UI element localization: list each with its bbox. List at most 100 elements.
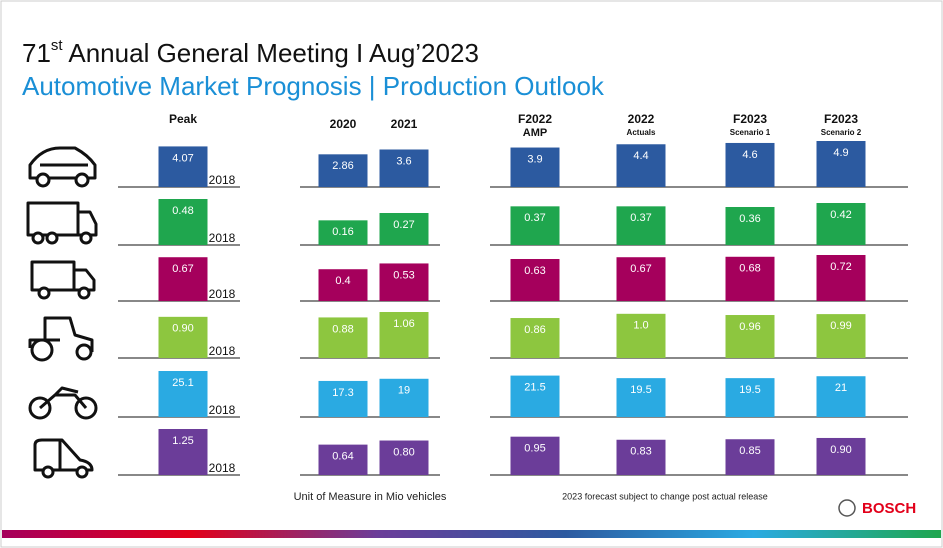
value-tile [318,220,368,245]
column-header: 2020 [330,117,357,131]
column-header: F2023 [733,112,767,126]
value-label: 0.4 [335,275,350,287]
subtitle: Automotive Market Prognosis | Production… [22,71,605,101]
value-label: 0.72 [830,261,851,273]
car-icon [28,146,97,180]
value-label: 1.0 [633,320,648,332]
value-tile [510,259,560,301]
value-tile [725,142,775,187]
value-tile [510,318,560,358]
value-tile [725,315,775,358]
value-tile [318,154,368,187]
value-label: 0.48 [172,205,193,217]
forecast-note: 2023 forecast subject to change post act… [562,491,768,501]
value-label: 4.9 [833,147,848,159]
title: 71st Annual General Meeting I Aug’2023 [22,37,479,68]
peak-year: 2018 [209,231,236,245]
value-label: 0.90 [172,323,193,335]
value-label: 0.67 [630,263,651,275]
column-header: 2021 [391,117,418,131]
value-label: 19.5 [630,384,651,396]
value-tile [816,255,866,301]
value-tile [158,371,208,417]
tractor-icon [28,316,94,352]
value-tile [510,147,560,187]
value-tile [616,144,666,187]
value-tile [318,317,368,358]
value-tile [616,313,666,358]
value-tile [816,314,866,358]
brand-logo [838,499,856,517]
value-tile [510,436,560,475]
value-tile [158,257,208,301]
column-header: Actuals [627,128,656,137]
value-tile [816,376,866,417]
title-rest: Annual General Meeting I Aug’2023 [63,38,479,68]
value-tile [816,203,866,245]
value-tile [379,213,429,245]
value-label: 19.5 [739,384,760,396]
peak-year: 2018 [209,287,236,301]
value-tile [318,380,368,417]
value-label: 0.99 [830,320,851,332]
value-label: 0.42 [830,209,851,221]
value-label: 0.96 [739,321,760,333]
unit-note: Unit of Measure in Mio vehicles [294,491,447,503]
value-label: 0.64 [332,451,353,463]
value-label: 2.86 [332,160,353,172]
value-tile [510,206,560,245]
peak-year: 2018 [209,173,236,187]
value-label: 0.86 [524,324,545,336]
column-header: F2022 [518,112,552,126]
value-tile [158,199,208,245]
value-tile [379,312,429,358]
value-label: 1.06 [393,318,414,330]
value-label: 3.9 [527,153,542,165]
value-label: 17.3 [332,387,353,399]
value-tile [158,429,208,475]
value-label: 4.4 [633,150,648,162]
value-tile [616,378,666,417]
value-tile [816,437,866,475]
value-tile [379,440,429,475]
brand: BOSCH [862,500,916,517]
value-label: 0.63 [524,265,545,277]
value-label: 0.37 [524,212,545,224]
van-icon [33,438,94,472]
value-label: 0.36 [739,213,760,225]
value-tile [616,439,666,475]
value-tile [725,207,775,245]
value-label: 0.83 [630,446,651,458]
peak-year: 2018 [209,403,236,417]
value-label: 4.6 [742,149,757,161]
value-tile [616,257,666,301]
value-label: 3.6 [396,155,411,167]
value-label: 0.88 [332,323,353,335]
column-header: F2023 [824,112,858,126]
peak-year: 2018 [209,461,236,475]
column-header: Scenario 1 [730,128,771,137]
value-label: 21 [835,382,847,394]
value-tile [318,444,368,475]
value-label: 0.16 [332,226,353,238]
value-label: 0.90 [830,444,851,456]
value-tile [510,375,560,417]
value-tile [379,149,429,187]
value-label: 0.37 [630,212,651,224]
column-header: AMP [523,127,547,139]
column-header: 2022 [628,112,655,126]
title-main: 71 [22,38,51,68]
value-label: 0.95 [524,443,545,455]
value-tile [725,256,775,301]
value-label: 4.07 [172,152,193,164]
peak-year: 2018 [209,344,236,358]
value-label: 1.25 [172,435,193,447]
value-tile [379,378,429,417]
value-label: 21.5 [524,381,545,393]
motorcycle-icon [28,396,52,420]
value-tile [158,316,208,358]
color-strip [2,530,941,538]
value-tile [318,269,368,301]
